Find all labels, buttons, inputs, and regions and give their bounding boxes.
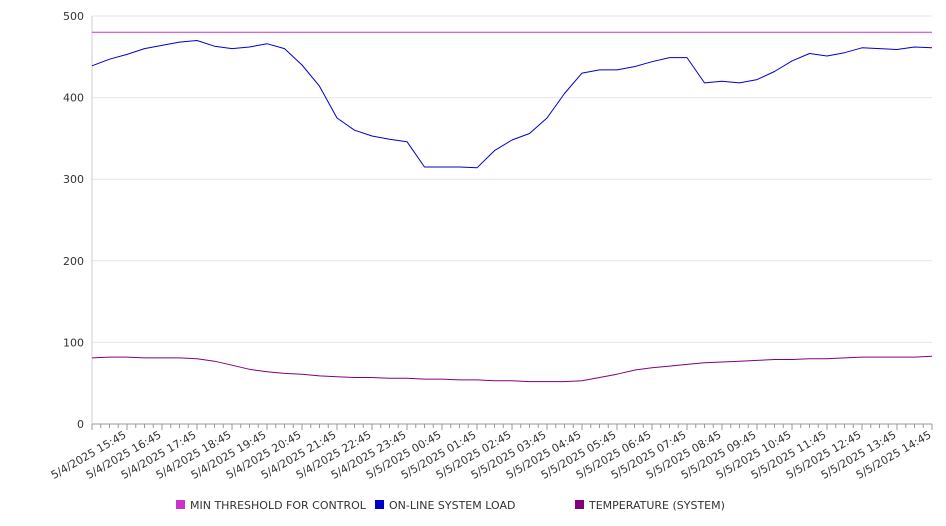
- legend-label: ON-LINE SYSTEM LOAD: [389, 499, 515, 512]
- y-tick-label: 300: [63, 173, 84, 186]
- y-tick-label: 200: [63, 255, 84, 268]
- series-lines: [91, 31, 933, 383]
- y-tick-label: 0: [77, 418, 84, 431]
- legend-swatch: [375, 500, 384, 509]
- series-line-2: [91, 40, 933, 169]
- legend-label: TEMPERATURE (SYSTEM): [588, 499, 725, 512]
- y-tick-label: 400: [63, 92, 84, 105]
- grid-lines: [92, 15, 932, 343]
- legend-label: MIN THRESHOLD FOR CONTROL: [190, 499, 367, 512]
- y-axis-ticks: 0 100 200 300 400 500: [63, 10, 84, 431]
- legend: MIN THRESHOLD FOR CONTROL ON-LINE SYSTEM …: [176, 499, 725, 512]
- legend-swatch: [575, 500, 584, 509]
- y-tick-label: 500: [63, 10, 84, 23]
- axes: [91, 16, 932, 425]
- legend-swatch: [176, 500, 185, 509]
- series-line-3: [91, 355, 933, 383]
- x-axis-ticks: 5/4/2025 15:455/4/2025 16:455/4/2025 17:…: [49, 424, 934, 482]
- y-tick-label: 100: [63, 336, 84, 349]
